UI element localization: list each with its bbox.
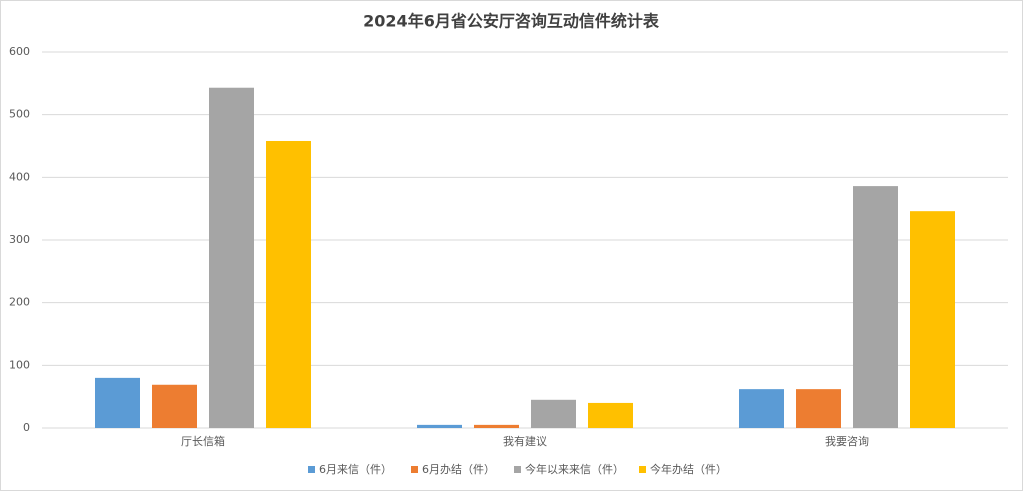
legend-swatch [411,466,418,473]
legend-swatch [308,466,315,473]
y-tick-label: 0 [23,421,30,434]
legend-label: 今年以来来信（件） [525,462,624,476]
x-tick-label: 我有建议 [503,434,547,448]
bar [531,399,576,428]
legend-label: 6月来信（件） [319,463,392,476]
bar [209,87,254,428]
legend-label: 今年办结（件） [650,462,727,476]
legend-swatch [514,466,521,473]
bar [152,384,197,428]
bar [95,377,140,428]
legend-swatch [639,466,646,473]
y-tick-label: 100 [9,358,30,371]
bar [910,211,955,428]
y-tick-label: 400 [9,170,30,183]
bar [853,186,898,428]
bar [417,424,462,428]
y-tick-label: 200 [9,296,30,309]
legend-label: 6月办结（件） [422,463,495,476]
x-tick-label: 厅长信箱 [181,434,225,448]
y-tick-label: 600 [9,45,30,58]
bar [588,402,633,428]
bar [266,140,311,428]
bar [474,424,519,428]
y-tick-label: 300 [9,233,30,246]
bar [796,389,841,428]
y-tick-label: 500 [9,108,30,121]
x-tick-label: 我要咨询 [825,434,869,448]
chart-title: 2024年6月省公安厅咨询互动信件统计表 [363,12,660,31]
bar [739,389,784,428]
